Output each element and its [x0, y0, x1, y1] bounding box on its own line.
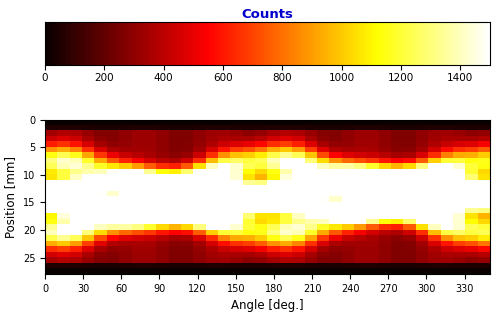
- Title: Counts: Counts: [242, 8, 294, 21]
- Y-axis label: Position [mm]: Position [mm]: [4, 156, 17, 238]
- X-axis label: Angle [deg.]: Angle [deg.]: [231, 299, 304, 312]
